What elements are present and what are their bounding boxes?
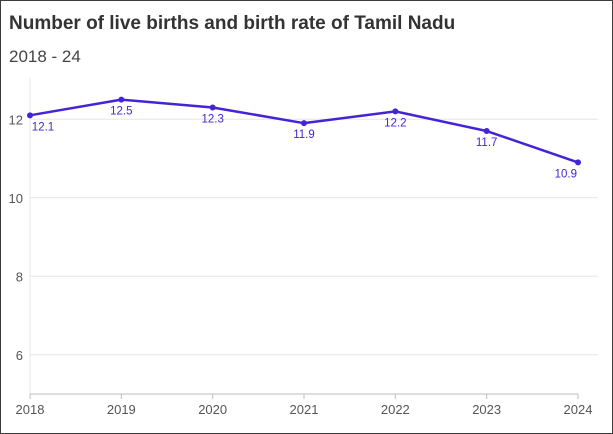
data-label: 12.2 [384, 117, 406, 129]
y-tick-label: 12 [9, 112, 23, 127]
data-label: 12.5 [110, 106, 132, 118]
data-point [483, 128, 490, 135]
x-tick-label: 2018 [16, 402, 45, 417]
y-tick-label: 6 [16, 348, 23, 363]
data-label: 12.1 [32, 121, 54, 133]
x-tick-label: 2020 [198, 402, 227, 417]
data-point [392, 108, 399, 115]
chart-title: Number of live births and birth rate of … [9, 13, 456, 34]
data-point [209, 104, 216, 111]
x-tick-label: 2024 [564, 402, 593, 417]
data-point [118, 96, 125, 103]
y-tick-label: 10 [9, 191, 23, 206]
x-tick-label: 2019 [107, 402, 136, 417]
data-point [301, 120, 307, 127]
data-label: 11.9 [293, 129, 315, 141]
x-tick-label: 2022 [381, 402, 410, 417]
data-point [575, 159, 581, 166]
chart-subtitle: 2018 - 24 [9, 47, 81, 66]
y-tick-label: 8 [16, 269, 23, 284]
x-tick-label: 2021 [290, 402, 319, 417]
x-tick-label: 2023 [472, 402, 501, 417]
data-label: 12.3 [201, 113, 223, 125]
data-label: 11.7 [476, 137, 498, 149]
data-label: 10.9 [555, 168, 577, 180]
data-point [27, 112, 33, 119]
